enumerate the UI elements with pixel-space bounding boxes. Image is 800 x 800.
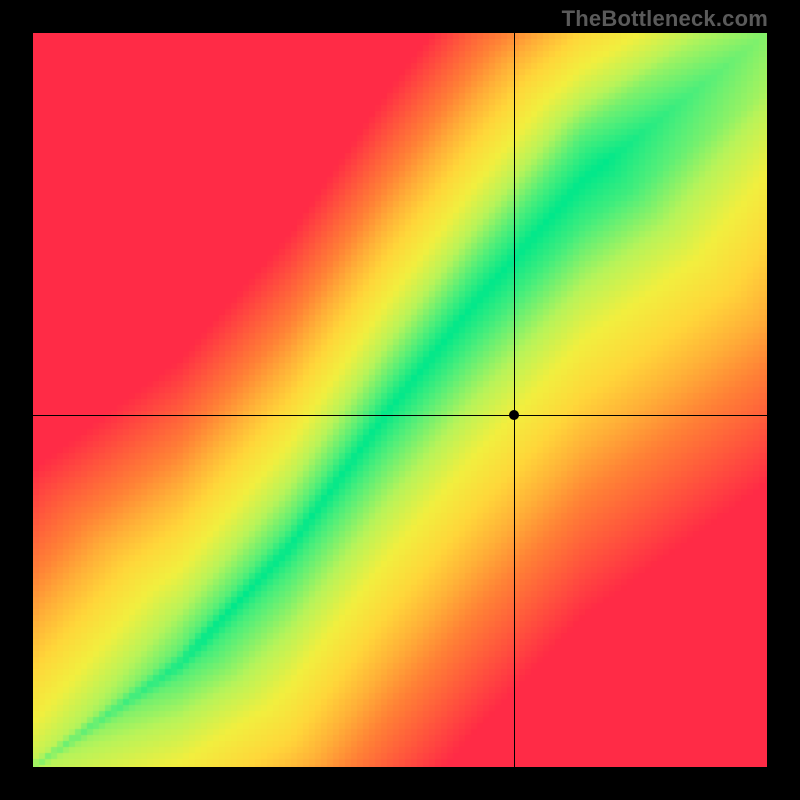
crosshair-marker-dot (509, 410, 519, 420)
crosshair-vertical (514, 33, 515, 767)
heatmap-canvas (33, 33, 767, 767)
heatmap-plot (33, 33, 767, 767)
figure-container: TheBottleneck.com (0, 0, 800, 800)
watermark-text: TheBottleneck.com (562, 6, 768, 32)
crosshair-horizontal (33, 415, 767, 416)
